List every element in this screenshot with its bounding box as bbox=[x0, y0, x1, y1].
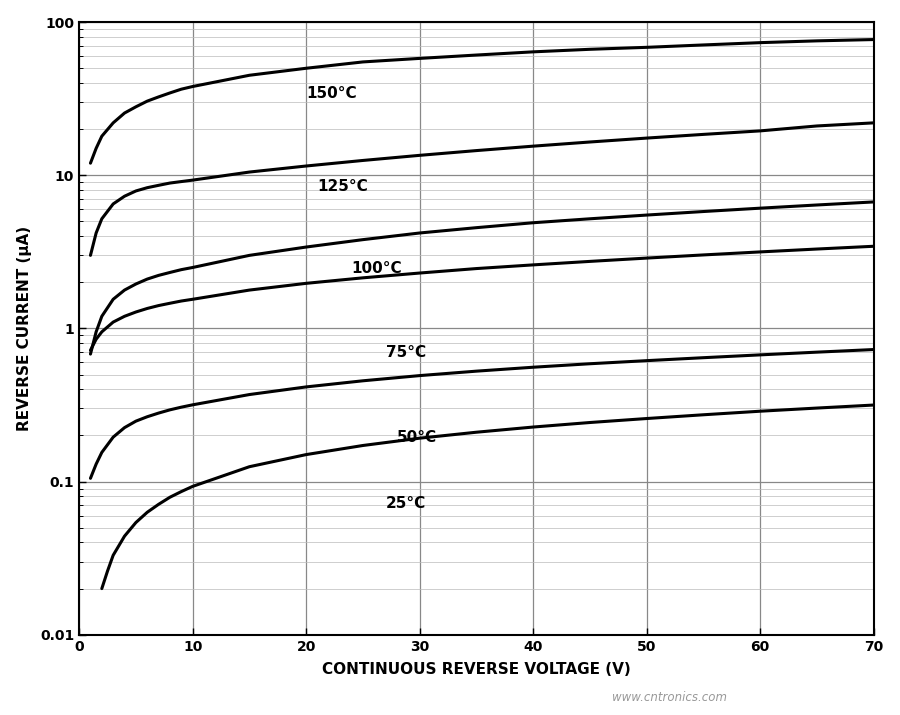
Text: 75°C: 75°C bbox=[385, 345, 426, 360]
Text: 100°C: 100°C bbox=[352, 262, 402, 276]
Text: 25°C: 25°C bbox=[385, 496, 426, 511]
Y-axis label: REVERSE CURRENT (μA): REVERSE CURRENT (μA) bbox=[17, 226, 32, 431]
Text: www.cntronics.com: www.cntronics.com bbox=[612, 691, 727, 704]
Text: 125°C: 125°C bbox=[318, 179, 368, 194]
Text: 150°C: 150°C bbox=[306, 87, 356, 102]
Text: 50°C: 50°C bbox=[397, 430, 437, 445]
X-axis label: CONTINUOUS REVERSE VOLTAGE (V): CONTINUOUS REVERSE VOLTAGE (V) bbox=[322, 662, 631, 677]
